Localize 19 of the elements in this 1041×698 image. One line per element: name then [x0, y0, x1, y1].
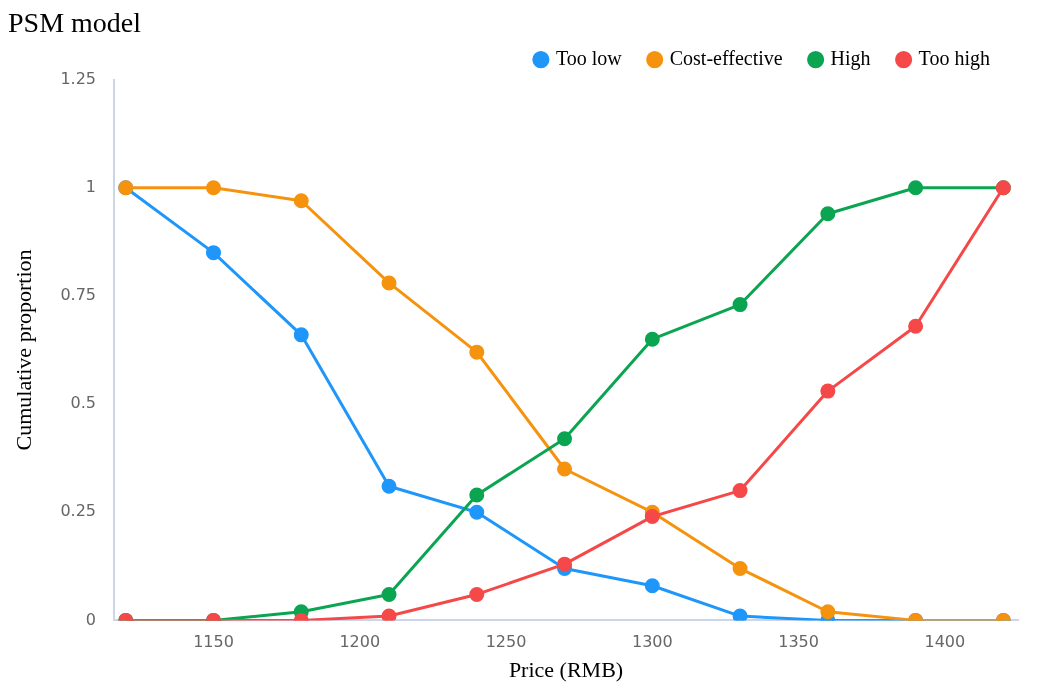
legend-label: Cost-effective: [669, 46, 783, 69]
x-tick-label: 1300: [631, 632, 673, 652]
x-axis-title: Price (RMB): [508, 656, 624, 682]
y-tick-label: 0.75: [60, 285, 97, 305]
chart-title: PSM model: [8, 7, 142, 39]
x-tick-label: 1400: [924, 632, 966, 652]
x-tick-label: 1250: [485, 632, 527, 652]
legend-label: Too low: [555, 46, 623, 69]
y-tick-label: 1.25: [60, 68, 97, 88]
legend-label: High: [830, 46, 871, 70]
legend-label: Too high: [918, 46, 991, 70]
y-tick-label: 0: [85, 609, 97, 629]
x-tick-label: 1200: [339, 632, 381, 652]
x-tick-label: 1350: [778, 632, 819, 652]
y-tick-label: 0.5: [70, 393, 97, 413]
y-tick-label: 0.25: [60, 501, 97, 521]
x-tick-label: 1150: [193, 632, 234, 652]
y-axis-title: Cumulative proportion: [10, 249, 36, 451]
y-tick-label: 1: [85, 176, 97, 196]
